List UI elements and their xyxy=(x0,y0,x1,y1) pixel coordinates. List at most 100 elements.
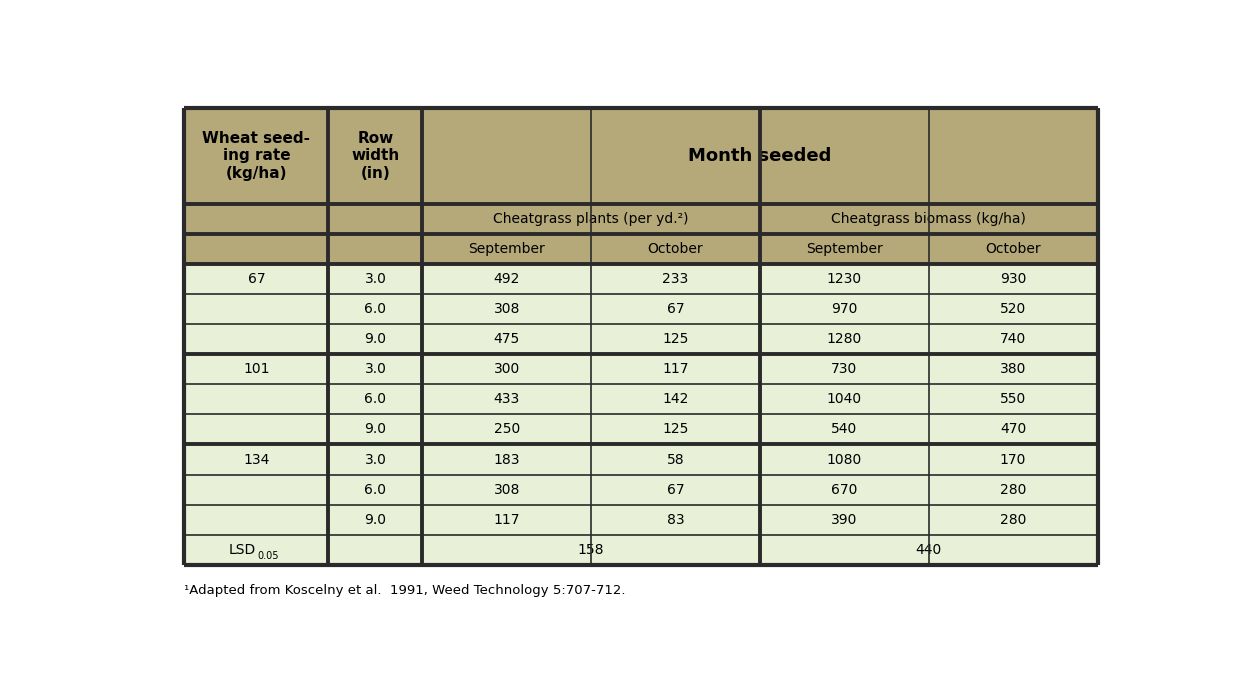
Bar xyxy=(759,264,929,294)
Text: Row
width
(in): Row width (in) xyxy=(352,131,399,181)
Text: 83: 83 xyxy=(666,513,685,527)
Text: 3.0: 3.0 xyxy=(364,452,387,466)
Bar xyxy=(929,354,1098,384)
Text: 3.0: 3.0 xyxy=(364,363,387,377)
Bar xyxy=(929,324,1098,354)
Text: 6.0: 6.0 xyxy=(364,482,387,496)
Text: 475: 475 xyxy=(493,332,520,346)
Bar xyxy=(423,505,592,535)
Bar xyxy=(759,294,929,324)
Text: Cheatgrass biomass (kg/ha): Cheatgrass biomass (kg/ha) xyxy=(832,212,1027,226)
Bar xyxy=(929,445,1098,475)
Text: 9.0: 9.0 xyxy=(364,513,387,527)
Text: 101: 101 xyxy=(244,363,270,377)
Bar xyxy=(184,204,328,234)
Text: Cheatgrass plants (per yd.²): Cheatgrass plants (per yd.²) xyxy=(493,212,689,226)
Text: Wheat seed-
ing rate
(kg/ha): Wheat seed- ing rate (kg/ha) xyxy=(203,131,311,181)
Text: 158: 158 xyxy=(578,543,604,557)
Text: 520: 520 xyxy=(999,302,1027,316)
Bar xyxy=(929,384,1098,414)
Text: 6.0: 6.0 xyxy=(364,393,387,406)
Text: 380: 380 xyxy=(999,363,1027,377)
Bar xyxy=(184,475,328,505)
Bar xyxy=(423,264,592,294)
Bar xyxy=(759,354,929,384)
Text: 250: 250 xyxy=(493,422,520,436)
Bar xyxy=(759,204,929,234)
Text: 740: 740 xyxy=(999,332,1027,346)
Text: 233: 233 xyxy=(663,272,689,286)
Text: 117: 117 xyxy=(493,513,520,527)
Text: 550: 550 xyxy=(999,393,1027,406)
Bar xyxy=(328,414,423,445)
Bar xyxy=(328,204,423,234)
Bar xyxy=(184,294,328,324)
Text: 134: 134 xyxy=(244,452,270,466)
Text: Month seeded: Month seeded xyxy=(689,147,832,165)
Text: 300: 300 xyxy=(493,363,520,377)
Bar xyxy=(759,445,929,475)
Bar xyxy=(184,414,328,445)
Bar xyxy=(184,234,328,264)
Text: 308: 308 xyxy=(493,482,520,496)
Text: 280: 280 xyxy=(999,482,1027,496)
Text: October: October xyxy=(648,242,704,256)
Text: 440: 440 xyxy=(916,543,942,557)
Bar xyxy=(328,234,423,264)
Text: 540: 540 xyxy=(832,422,858,436)
Bar xyxy=(759,234,929,264)
Bar xyxy=(592,264,759,294)
Text: 280: 280 xyxy=(999,513,1027,527)
Text: 170: 170 xyxy=(999,452,1027,466)
Bar xyxy=(328,264,423,294)
Bar xyxy=(328,535,423,564)
Text: 1230: 1230 xyxy=(827,272,861,286)
Bar xyxy=(423,234,592,264)
Bar xyxy=(759,535,929,564)
Bar xyxy=(929,264,1098,294)
Text: 67: 67 xyxy=(247,272,265,286)
Bar xyxy=(929,234,1098,264)
Text: 183: 183 xyxy=(493,452,520,466)
Bar xyxy=(184,445,328,475)
Bar xyxy=(423,204,592,234)
Text: 730: 730 xyxy=(832,363,858,377)
Text: 470: 470 xyxy=(999,422,1027,436)
Text: 125: 125 xyxy=(663,422,689,436)
Bar xyxy=(592,445,759,475)
Bar xyxy=(929,505,1098,535)
Bar xyxy=(592,505,759,535)
Bar xyxy=(759,414,929,445)
Bar xyxy=(184,535,328,564)
Bar xyxy=(929,204,1098,234)
Text: 3.0: 3.0 xyxy=(364,272,387,286)
Text: 1080: 1080 xyxy=(827,452,861,466)
Bar xyxy=(759,505,929,535)
Bar xyxy=(759,384,929,414)
Text: 58: 58 xyxy=(666,452,685,466)
Bar xyxy=(328,324,423,354)
Text: 433: 433 xyxy=(493,393,520,406)
Text: 492: 492 xyxy=(493,272,520,286)
Text: 9.0: 9.0 xyxy=(364,332,387,346)
Bar xyxy=(592,384,759,414)
Bar xyxy=(759,324,929,354)
Bar xyxy=(592,234,759,264)
Text: 670: 670 xyxy=(832,482,858,496)
Bar xyxy=(328,354,423,384)
Text: 970: 970 xyxy=(832,302,858,316)
Bar xyxy=(328,108,423,204)
Text: ¹Adapted from Koscelny et al.  1991, Weed Technology 5:707-712.: ¹Adapted from Koscelny et al. 1991, Weed… xyxy=(184,584,625,597)
Bar xyxy=(929,294,1098,324)
Bar xyxy=(423,414,592,445)
Bar xyxy=(423,108,1098,204)
Bar xyxy=(184,384,328,414)
Bar xyxy=(423,324,592,354)
Bar xyxy=(328,384,423,414)
Text: 142: 142 xyxy=(663,393,689,406)
Text: 67: 67 xyxy=(666,482,685,496)
Text: 67: 67 xyxy=(666,302,685,316)
Text: October: October xyxy=(986,242,1040,256)
Bar xyxy=(184,505,328,535)
Text: 1040: 1040 xyxy=(827,393,861,406)
